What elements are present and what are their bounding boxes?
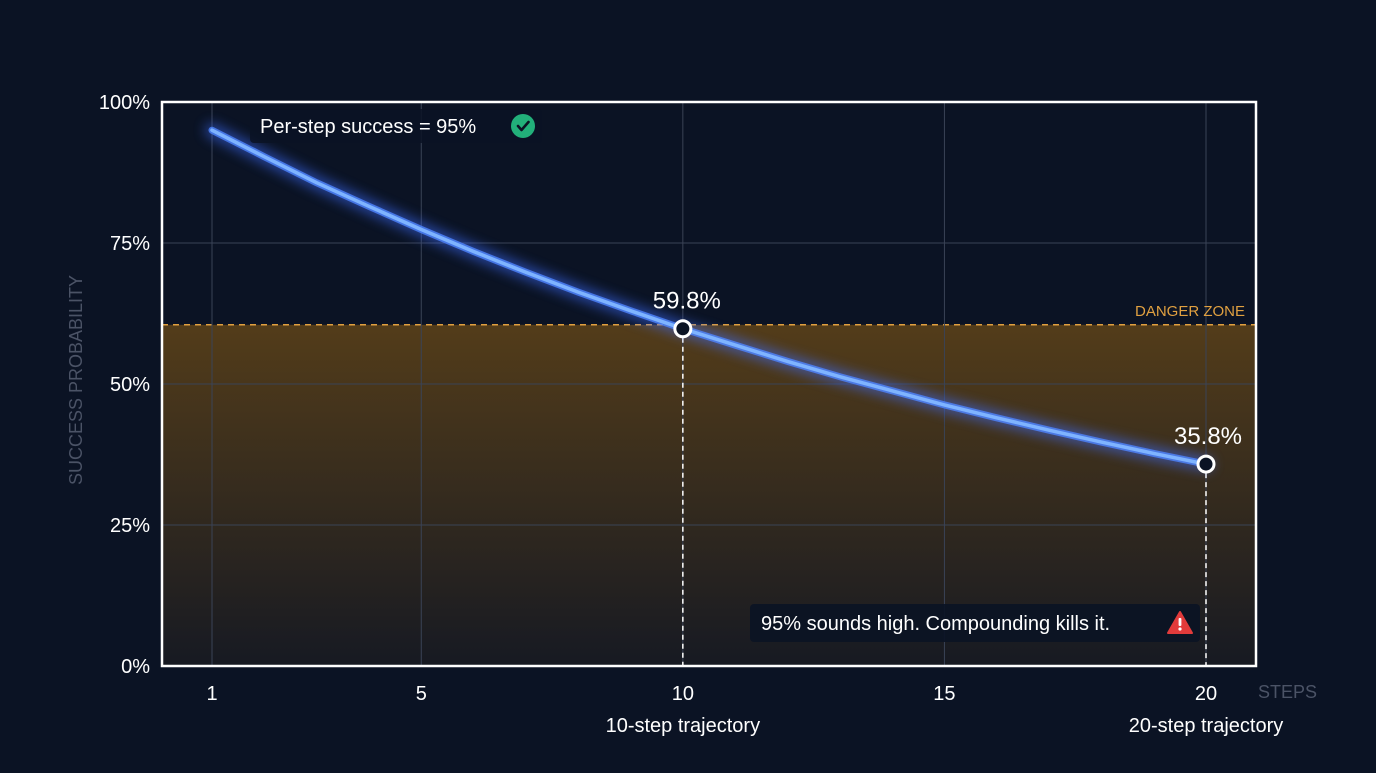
y-tick-label: 25% xyxy=(110,515,150,537)
top-annotation-bg xyxy=(250,109,542,143)
warning-triangle-icon xyxy=(1167,611,1193,634)
x-tick-label: 10 xyxy=(672,683,694,705)
x-axis-label: STEPS xyxy=(1258,682,1317,702)
bottom-annotation: 95% sounds high. Compounding kills it. xyxy=(750,604,1200,642)
highlight-point-marker xyxy=(1196,454,1216,474)
x-tick-label: 1 xyxy=(206,683,217,705)
x-tick-label: 5 xyxy=(416,683,427,705)
x-tick-label: 20 xyxy=(1195,683,1217,705)
top-annotation-text: Per-step success = 95% xyxy=(260,116,476,138)
trajectory-axis-label: 10-step trajectory xyxy=(606,715,761,737)
top-annotation: Per-step success = 95% xyxy=(250,109,542,143)
x-tick-label: 15 xyxy=(933,683,955,705)
highlight-point-marker xyxy=(673,319,693,339)
y-tick-label: 75% xyxy=(110,233,150,255)
axis-label-group: SUCCESS PROBABILITY STEPS xyxy=(66,275,1317,702)
trajectory-axis-label: 20-step trajectory xyxy=(1129,715,1284,737)
danger-zone-label-group: DANGER ZONE xyxy=(1135,303,1245,320)
bottom-annotation-text: 95% sounds high. Compounding kills it. xyxy=(761,613,1110,635)
y-axis-label: SUCCESS PROBABILITY xyxy=(66,275,86,485)
bottom-annotation-bg xyxy=(750,604,1200,642)
plot-frame xyxy=(160,100,1258,668)
point-value-label: 35.8% xyxy=(1174,423,1242,450)
danger-zone-label: DANGER ZONE xyxy=(1135,303,1245,320)
check-circle-icon xyxy=(511,114,535,138)
series-line xyxy=(210,128,1208,466)
point-value-label: 59.8% xyxy=(653,288,721,315)
y-tick-label: 100% xyxy=(99,92,150,114)
y-tick-label: 0% xyxy=(121,656,150,678)
y-tick-label: 50% xyxy=(110,374,150,396)
